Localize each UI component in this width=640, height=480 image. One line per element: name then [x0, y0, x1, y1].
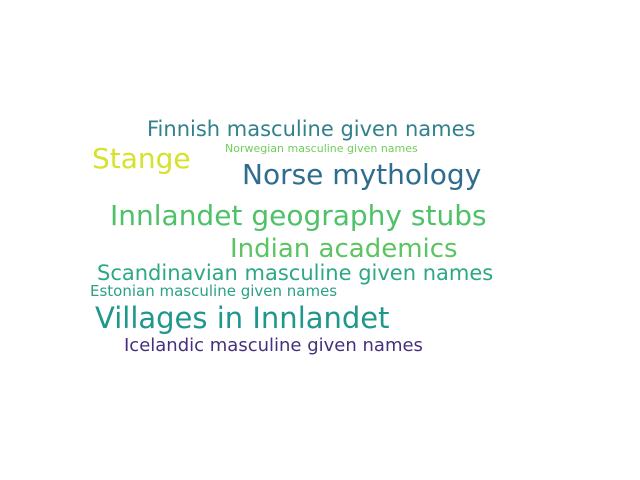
word-norwegian-masculine-given-names: Norwegian masculine given names	[225, 142, 418, 155]
word-scandinavian-masculine-given-names: Scandinavian masculine given names	[97, 261, 494, 285]
word-stange: Stange	[92, 142, 191, 175]
word-estonian-masculine-given-names: Estonian masculine given names	[90, 282, 338, 300]
word-innlandet-geography-stubs: Innlandet geography stubs	[110, 199, 487, 232]
word-norse-mythology: Norse mythology	[242, 158, 482, 191]
word-villages-in-innlandet: Villages in Innlandet	[95, 301, 390, 335]
word-indian-academics: Indian academics	[230, 234, 458, 264]
word-icelandic-masculine-given-names: Icelandic masculine given names	[124, 335, 423, 356]
word-finnish-masculine-given-names: Finnish masculine given names	[147, 117, 476, 141]
